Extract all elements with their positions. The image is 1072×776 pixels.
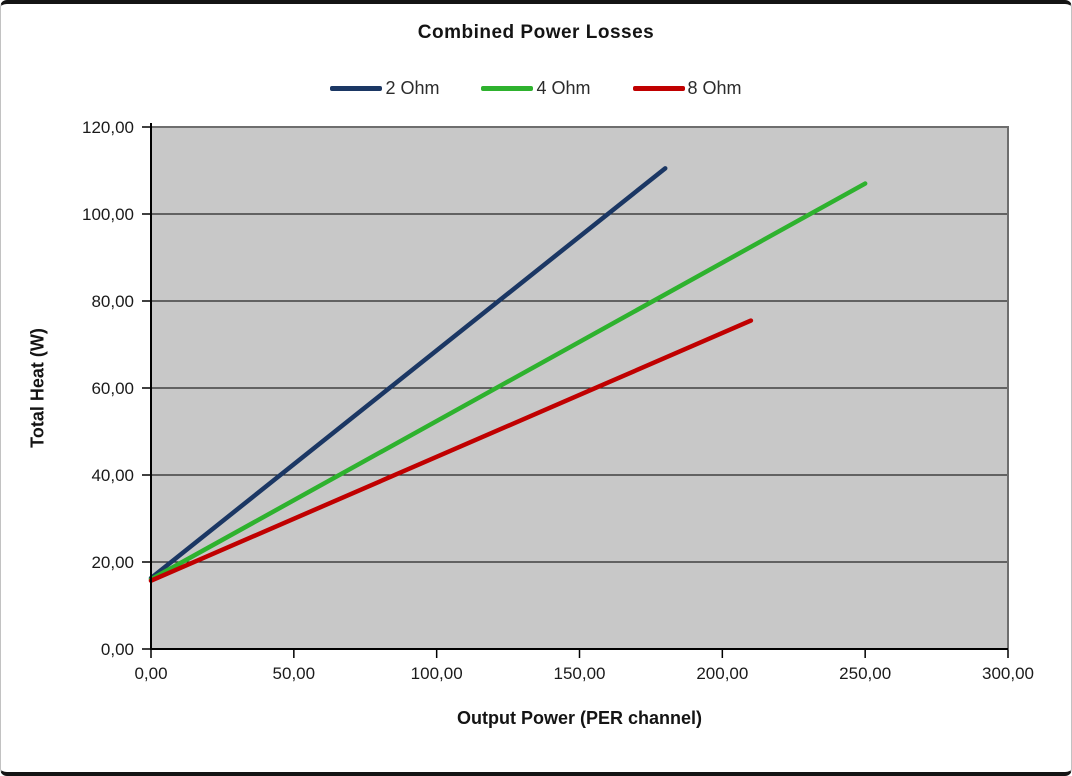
chart-title: Combined Power Losses — [417, 22, 655, 43]
y-tick-label-120: 120,00 — [82, 118, 134, 137]
x-axis-title: Output Power (PER channel) — [456, 708, 702, 728]
x-tick-label-0: 0,00 — [134, 664, 167, 683]
legend: 2 Ohm 4 Ohm 8 Ohm — [1, 78, 1071, 99]
x-tick-label-50: 50,00 — [273, 664, 316, 683]
plot-canvas: 0,00 20,00 40,00 60,00 80,00 100,00 120,00 0,00… — [82, 118, 1034, 683]
x-tick-label-100: 100,00 — [411, 664, 463, 683]
x-tick-label-250: 250,00 — [839, 664, 891, 683]
legend-swatch-8-ohm — [632, 86, 685, 91]
y-tick-label-80: 80,00 — [91, 292, 134, 311]
legend-label-2-ohm: 2 Ohm — [385, 78, 440, 98]
x-tick-label-300: 300,00 — [982, 664, 1034, 683]
legend-label-8-ohm: 8 Ohm — [687, 78, 742, 98]
y-tick-label-60: 60,00 — [91, 379, 134, 398]
legend-label-4-ohm: 4 Ohm — [536, 78, 591, 98]
y-tick-label-100: 100,00 — [82, 205, 134, 224]
y-tick-label-40: 40,00 — [91, 466, 134, 485]
x-tick-label-150: 150,00 — [554, 664, 606, 683]
legend-item-2-ohm: 2 Ohm — [330, 78, 439, 99]
y-tick-label-20: 20,00 — [91, 553, 134, 572]
y-tick-label-0: 0,00 — [101, 640, 134, 659]
series-line-8-ohm — [148, 318, 754, 583]
series-line-2-ohm — [148, 166, 668, 581]
legend-item-4-ohm: 4 Ohm — [481, 78, 591, 99]
y-axis-title: Total Heat (W) — [27, 328, 48, 448]
x-tick-label-200: 200,00 — [696, 664, 748, 683]
legend-item-8-ohm: 8 Ohm — [632, 78, 742, 99]
series-line-4-ohm — [148, 181, 868, 582]
legend-swatch-2-ohm — [330, 86, 383, 91]
legend-swatch-4-ohm — [481, 86, 534, 91]
